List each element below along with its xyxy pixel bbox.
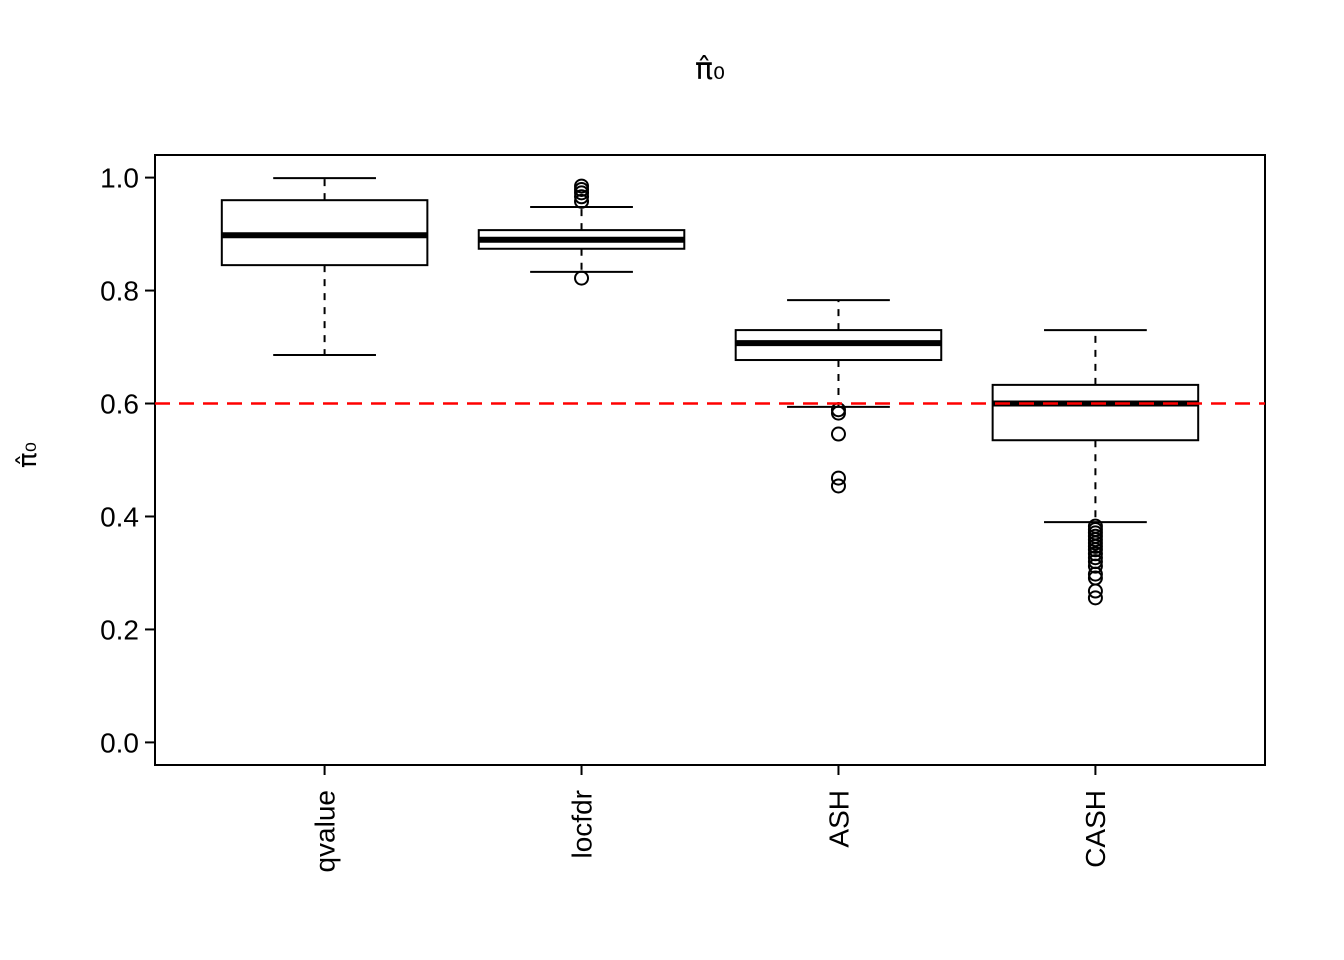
y-tick-label: 0.0 bbox=[100, 727, 139, 758]
iqr-box bbox=[991, 383, 1200, 442]
x-tick-label: locfdr bbox=[566, 790, 597, 858]
x-tick-label: CASH bbox=[1080, 790, 1111, 868]
outlier-point bbox=[574, 185, 590, 201]
x-tick-label: ASH bbox=[823, 790, 854, 848]
outlier-point bbox=[574, 189, 590, 205]
outlier-point bbox=[1087, 566, 1103, 582]
y-tick-label: 1.0 bbox=[100, 163, 139, 194]
y-tick-label: 0.6 bbox=[100, 389, 139, 420]
y-tick-label: 0.8 bbox=[100, 276, 139, 307]
outlier-point bbox=[1087, 558, 1103, 574]
chart-title: π̂₀ bbox=[694, 52, 726, 87]
y-tick-label: 0.4 bbox=[100, 501, 139, 532]
outlier-point bbox=[1087, 542, 1103, 558]
outlier-point bbox=[1087, 590, 1103, 606]
outlier-point bbox=[830, 470, 846, 486]
x-tick-label: qvalue bbox=[309, 790, 340, 873]
outlier-point bbox=[830, 405, 846, 421]
outlier-point bbox=[1087, 583, 1103, 599]
plot-frame bbox=[154, 154, 1266, 766]
outlier-point bbox=[574, 193, 590, 209]
outlier-point bbox=[1087, 550, 1103, 566]
outlier-point bbox=[830, 478, 846, 494]
outlier-point bbox=[830, 426, 846, 442]
y-tick-label: 0.2 bbox=[100, 614, 139, 645]
outlier-point bbox=[574, 270, 590, 286]
